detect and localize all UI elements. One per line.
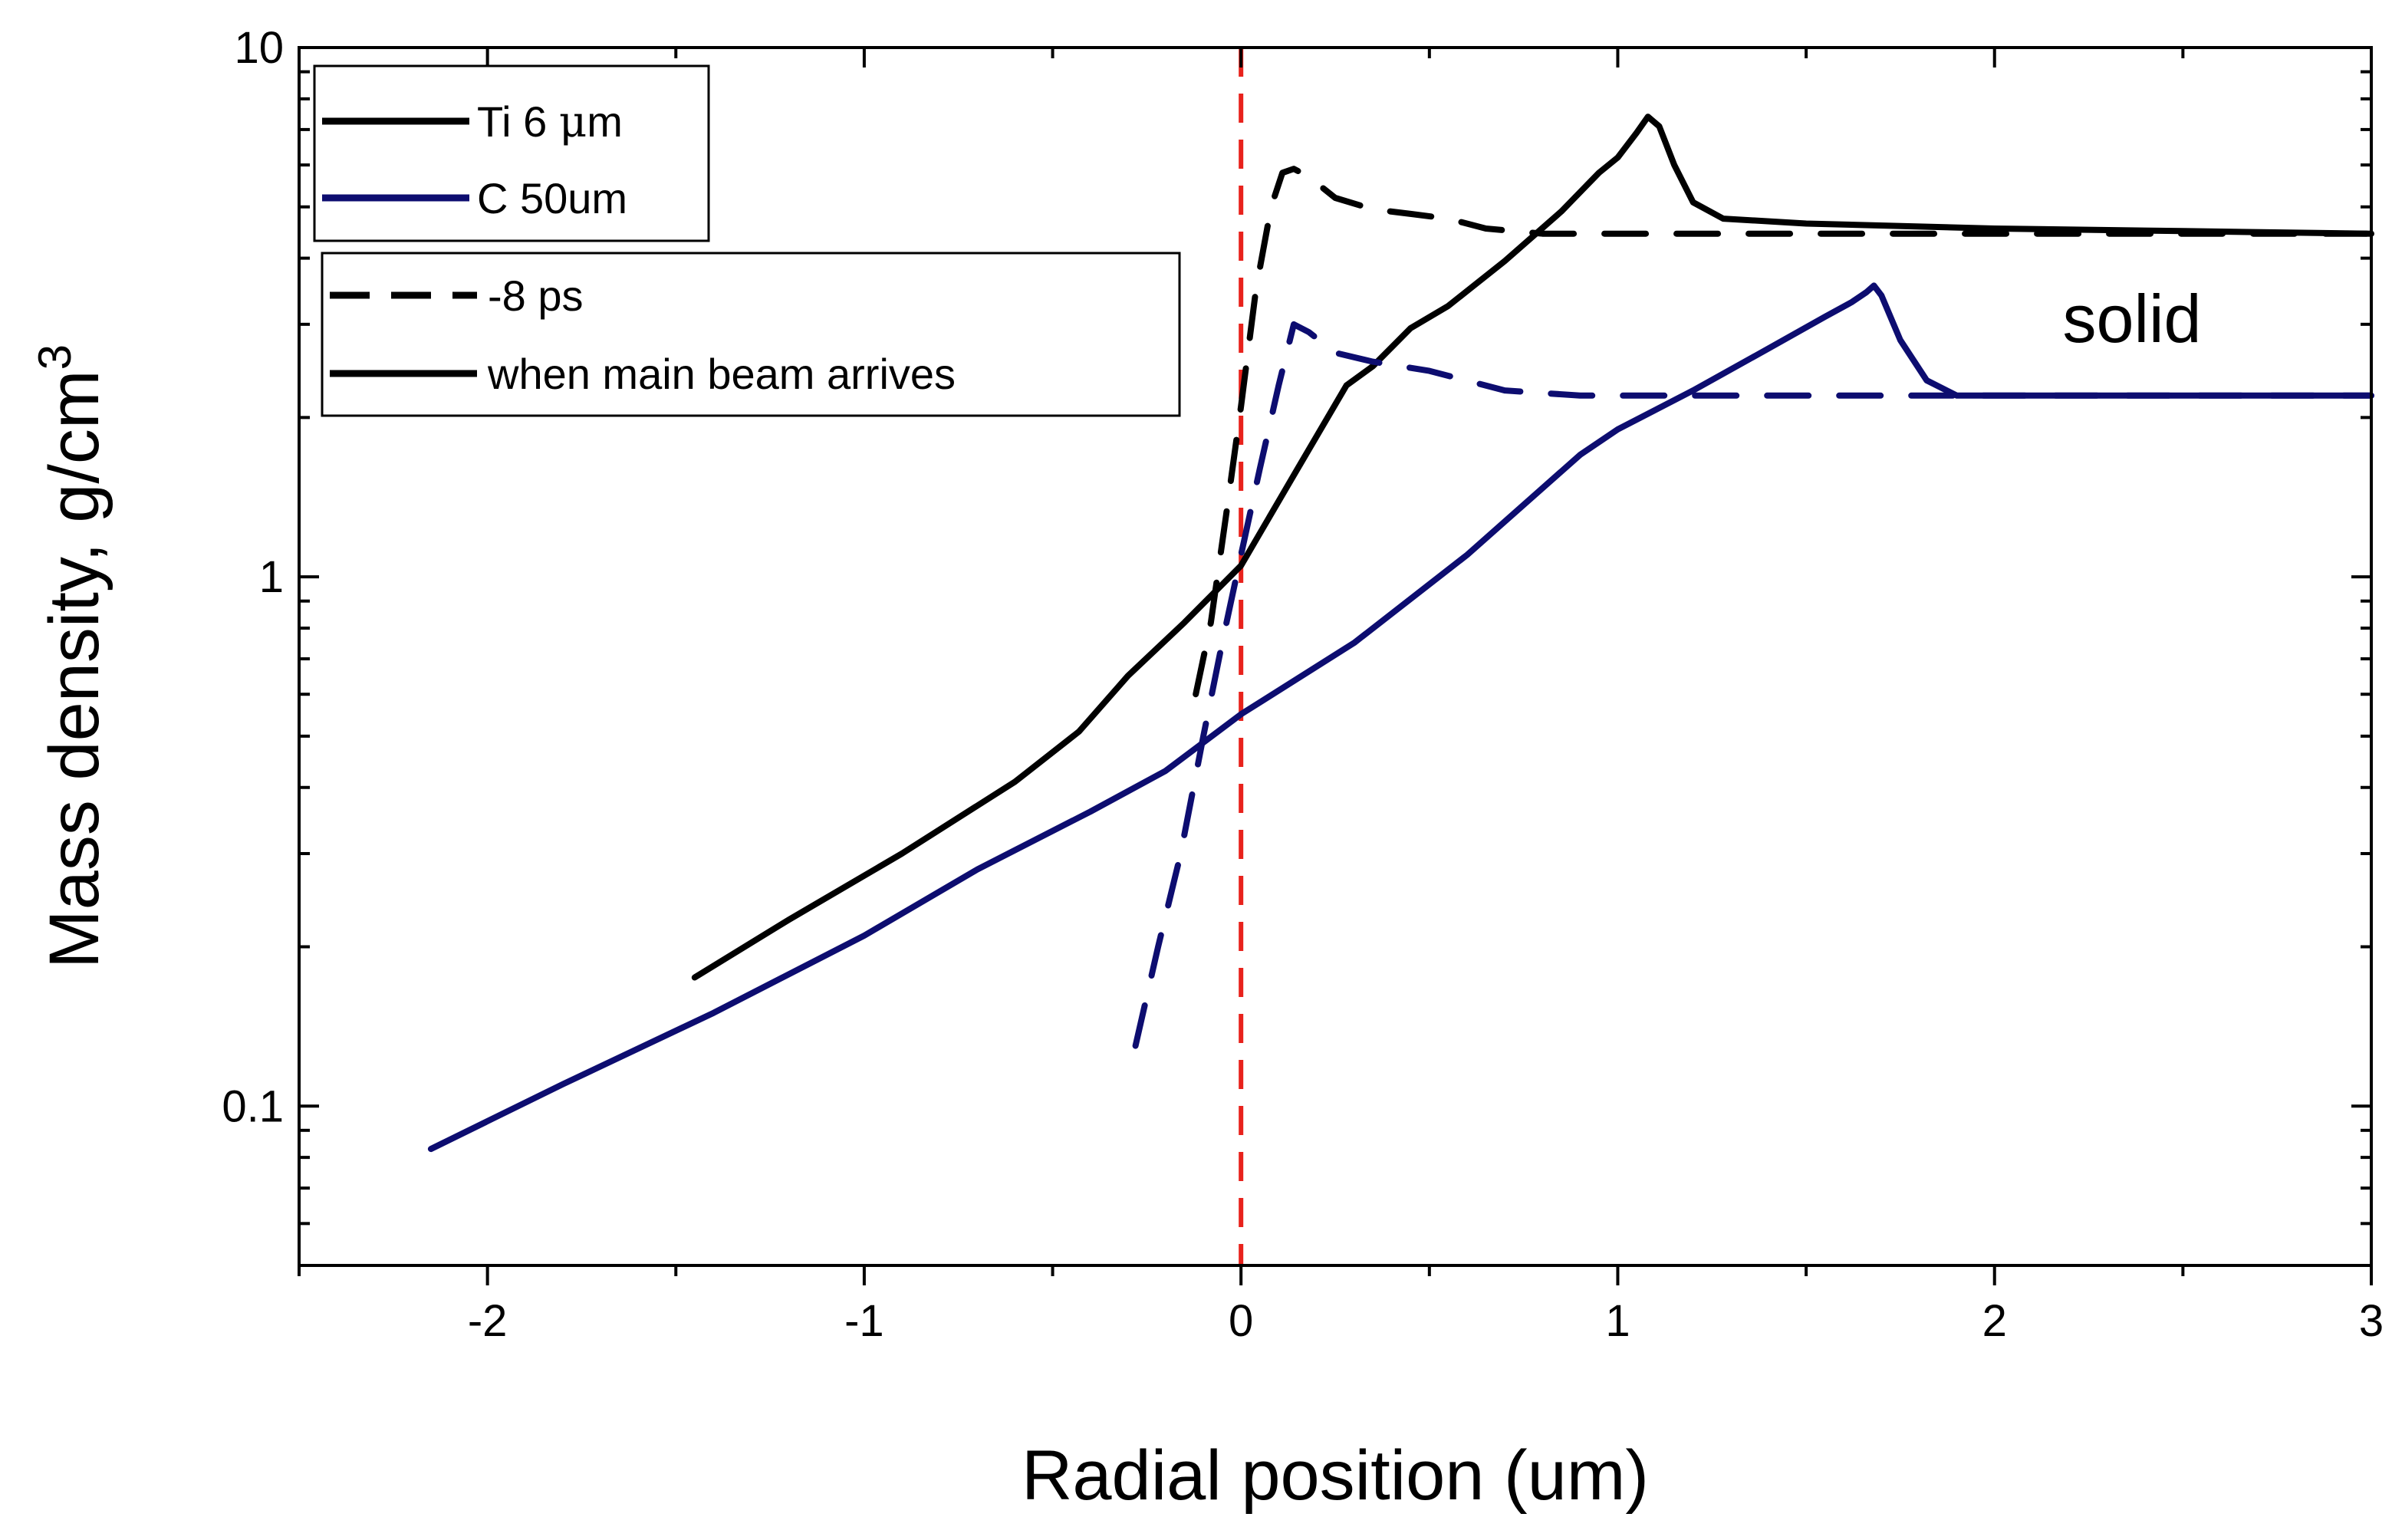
y-axis-title-text: Mass density, g/cm	[35, 370, 114, 969]
series-line-1	[427, 282, 2374, 1153]
x-tick-label: 0	[1229, 1296, 1253, 1346]
solid-annotation: solid	[2063, 281, 2202, 357]
plot-frame	[298, 46, 2373, 1267]
x-tick-label: -2	[468, 1296, 508, 1346]
legend-main-beam-label: when main beam arrives	[487, 350, 956, 398]
x-axis-title: Radial position (um)	[1022, 1436, 1649, 1515]
x-axis-ticks: -2 -1 0 1 2 3	[298, 48, 2384, 1346]
x-tick-label: -1	[844, 1296, 884, 1346]
y-tick-label: 1	[259, 552, 284, 602]
x-tick-label: 3	[2359, 1296, 2384, 1346]
y-axis-ticks: 0.1 1 10	[222, 23, 2371, 1267]
legend-materials-box	[313, 64, 710, 242]
series-line-0	[691, 114, 2374, 981]
legend-times-box	[321, 252, 1181, 417]
y-axis-title: Mass density, g/cm3	[29, 344, 114, 969]
legend-c-label: C 50um	[477, 174, 627, 222]
plot-series-layer	[427, 48, 2374, 1265]
x-tick-label: 1	[1605, 1296, 1630, 1346]
y-axis-title-superscript: 3	[29, 344, 81, 370]
legend-times: -8 ps when main beam arrives	[321, 252, 1181, 417]
series-line-2	[1193, 166, 2374, 698]
y-tick-label: 0.1	[222, 1081, 284, 1131]
legend-ti-label: Ti 6 μm	[477, 97, 623, 147]
legend-materials: Ti 6 μm C 50um	[313, 64, 710, 242]
y-tick-label: 10	[234, 23, 284, 73]
legend-minus8ps-label: -8 ps	[488, 271, 584, 320]
x-tick-label: 2	[1982, 1296, 2007, 1346]
